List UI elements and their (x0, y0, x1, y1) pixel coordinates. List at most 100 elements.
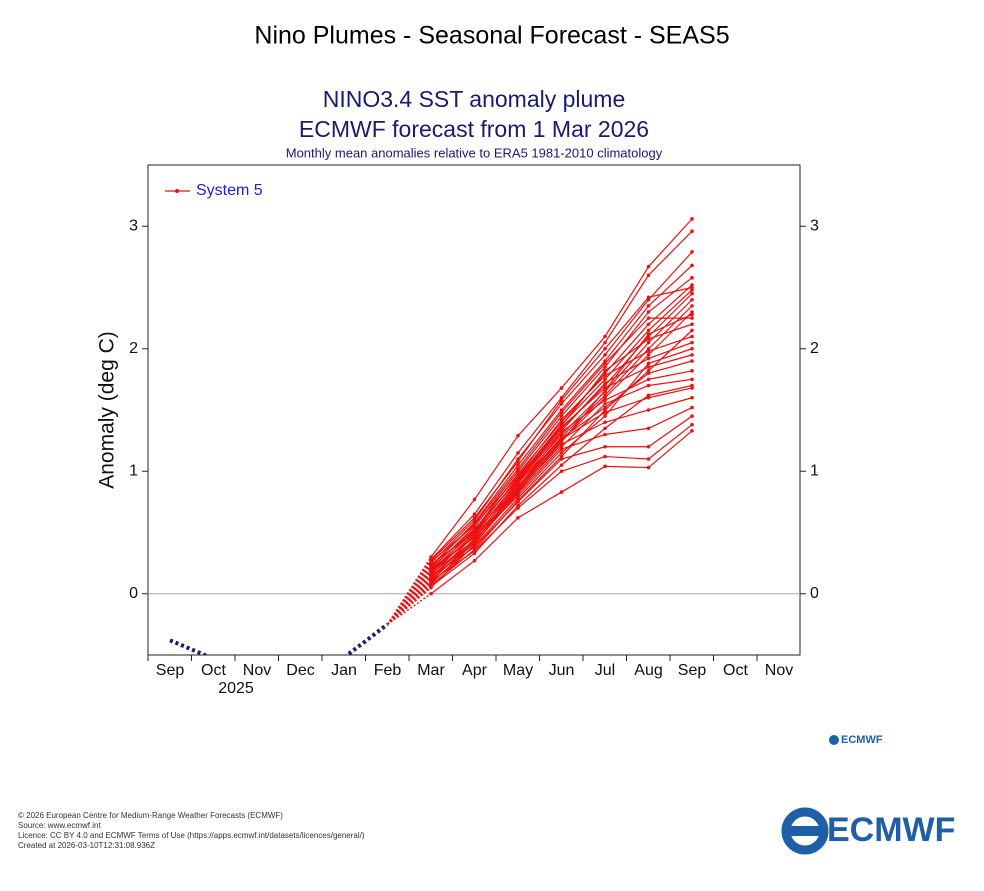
forecast-link (386, 568, 432, 625)
member-point (690, 353, 694, 357)
member-point (472, 551, 477, 556)
y-tick-label: 1 (129, 462, 138, 479)
footer-line: Source: www.ecmwf.int (18, 821, 101, 830)
member-point (559, 398, 564, 403)
member-point (472, 522, 477, 526)
member-point (646, 273, 651, 278)
member-point (646, 349, 651, 354)
member-point (516, 490, 520, 494)
member-point (429, 574, 433, 579)
member-point (646, 316, 651, 320)
logo-text: ECMWF (841, 734, 883, 746)
member-point (646, 369, 651, 373)
member-point (559, 418, 564, 422)
logo-icon (829, 735, 839, 745)
member-point (690, 285, 694, 290)
member-point (516, 480, 520, 485)
footer-line: Licence: CC BY 4.0 and ECMWF Terms of Us… (18, 831, 365, 840)
member-point (646, 465, 651, 470)
member-point (603, 432, 607, 437)
forecast-link (387, 585, 432, 625)
observed-line (169, 622, 389, 655)
forecast-link (386, 570, 432, 625)
member-point (690, 316, 694, 320)
member-point (516, 516, 520, 520)
y-tick-label: 2 (129, 340, 138, 357)
member-point (690, 322, 694, 327)
year-label: 2025 (218, 680, 254, 697)
member-point (690, 291, 694, 296)
member-point (690, 217, 694, 221)
logo-icon (790, 826, 820, 836)
member-point (603, 464, 607, 469)
member-point (429, 591, 433, 596)
forecast-link (386, 576, 432, 625)
member-point (516, 463, 520, 467)
member-point (472, 512, 477, 516)
member-point (690, 395, 694, 400)
member-point (646, 332, 651, 336)
member-point (690, 263, 694, 268)
member-point (472, 529, 477, 534)
member-point (472, 558, 477, 563)
x-tick-label: Feb (374, 662, 402, 679)
member-point (646, 356, 651, 361)
member-point (603, 398, 607, 403)
member-point (516, 459, 520, 464)
member-point (603, 377, 607, 382)
member-point (559, 436, 564, 440)
member-point (603, 420, 607, 425)
member-point (646, 408, 651, 412)
member-point (516, 451, 520, 455)
member-point (646, 361, 651, 366)
y2-tick-label: 1 (810, 462, 819, 479)
plot-area (169, 217, 694, 655)
member-point (646, 383, 651, 388)
member-point (690, 383, 694, 388)
x-tick-label: Sep (156, 662, 185, 679)
member-point (472, 538, 477, 542)
x-tick-label: Oct (201, 662, 226, 679)
member-point (603, 444, 607, 449)
member-point (690, 312, 694, 317)
logo-icon (781, 807, 829, 855)
logo-text: ECMWF (827, 811, 955, 849)
member-point (690, 359, 694, 363)
member-point (472, 547, 477, 552)
member-point (429, 568, 433, 573)
chart-subtitle: ECMWF forecast from 1 Mar 2026 (299, 116, 649, 142)
member-point (646, 393, 651, 398)
member-point (603, 334, 607, 339)
member-point (690, 328, 694, 333)
member-point (559, 410, 564, 415)
member-point (646, 426, 651, 431)
footer-line: Created at 2026-03-10T12:31:08.936Z (18, 841, 155, 850)
member-point (472, 497, 477, 502)
member-point (472, 544, 477, 548)
x-tick-label: Jul (595, 662, 615, 679)
member-point (603, 340, 607, 345)
member-point (516, 498, 520, 503)
member-point (646, 322, 651, 327)
y2-tick-label: 0 (810, 585, 819, 602)
member-point (646, 444, 651, 449)
y-tick-label: 0 (129, 585, 138, 602)
member-point (690, 340, 694, 345)
x-tick-label: May (503, 662, 533, 679)
member-point (559, 429, 564, 433)
member-point (646, 310, 651, 314)
forecast-link (386, 560, 432, 625)
footer-line: © 2026 European Centre for Medium-Range … (18, 811, 283, 820)
forecast-link (386, 567, 432, 625)
member-point (516, 503, 520, 508)
member-point (646, 365, 651, 369)
chart-title: NINO3.4 SST anomaly plume (323, 86, 626, 112)
member-point (603, 381, 607, 385)
x-tick-label: Aug (634, 662, 662, 679)
member-point (690, 250, 694, 254)
member-line (430, 251, 693, 564)
member-point (429, 584, 433, 589)
member-point (603, 454, 607, 459)
member-point (603, 388, 607, 393)
